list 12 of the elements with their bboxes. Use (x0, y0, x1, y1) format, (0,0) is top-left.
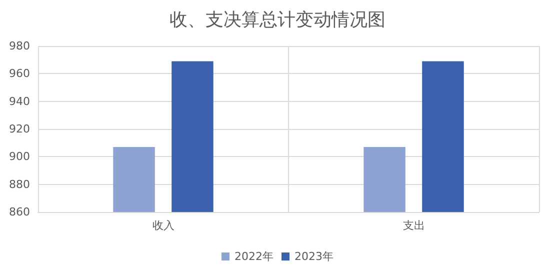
y-tick-label: 920 (9, 122, 30, 136)
y-tick-label: 860 (9, 206, 30, 218)
y-tick-label: 880 (9, 178, 30, 191)
x-tick-label: 支出 (402, 219, 425, 232)
legend-label: 2022年 (234, 250, 274, 263)
y-tick-label: 960 (9, 67, 30, 80)
y-tick-label: 900 (9, 150, 30, 164)
x-tick-label: 收入 (152, 219, 174, 232)
legend-label: 2023年 (294, 250, 334, 263)
chart-title: 收、支决算总计变动情况图 (170, 10, 386, 30)
y-tick-label: 940 (9, 94, 30, 108)
y-tick-label: 980 (9, 40, 30, 52)
